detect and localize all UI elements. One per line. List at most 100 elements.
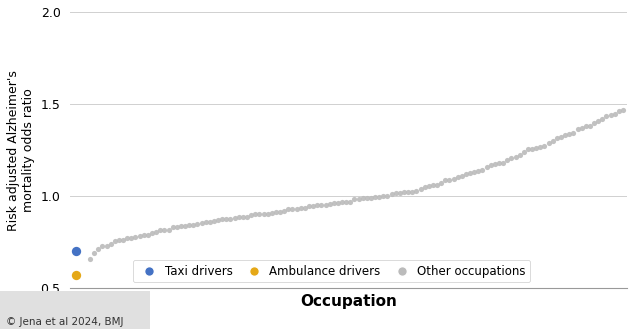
- Point: [118, 238, 128, 243]
- Point: [333, 200, 343, 205]
- Point: [300, 206, 310, 211]
- X-axis label: Occupation: Occupation: [300, 294, 397, 309]
- Point: [205, 219, 215, 224]
- Point: [366, 195, 376, 200]
- Point: [593, 119, 603, 124]
- Point: [320, 202, 330, 207]
- Point: [523, 147, 533, 152]
- Point: [378, 194, 389, 199]
- Point: [134, 234, 145, 239]
- Point: [167, 225, 178, 230]
- Point: [221, 216, 231, 222]
- Point: [556, 134, 566, 139]
- Point: [477, 168, 488, 173]
- Point: [188, 222, 198, 227]
- Point: [246, 213, 256, 218]
- Point: [192, 221, 202, 227]
- Point: [226, 216, 236, 221]
- Point: [411, 188, 422, 193]
- Point: [131, 234, 141, 239]
- Point: [564, 131, 574, 137]
- Point: [101, 243, 112, 248]
- Point: [382, 193, 392, 198]
- Point: [114, 238, 124, 243]
- Point: [448, 177, 458, 182]
- Point: [147, 230, 157, 235]
- Point: [354, 197, 364, 202]
- Point: [172, 224, 182, 230]
- Point: [610, 112, 620, 117]
- Point: [486, 163, 496, 168]
- Point: [98, 243, 108, 248]
- Point: [267, 211, 277, 216]
- Point: [428, 182, 438, 187]
- Point: [474, 168, 484, 173]
- Point: [85, 257, 95, 262]
- Point: [308, 203, 318, 209]
- Point: [510, 154, 521, 160]
- Point: [602, 114, 612, 119]
- Point: [507, 156, 517, 161]
- Point: [531, 145, 541, 150]
- Point: [482, 164, 492, 169]
- Point: [110, 238, 120, 243]
- Point: [341, 200, 351, 205]
- Point: [573, 126, 583, 132]
- Point: [159, 228, 169, 233]
- Point: [407, 189, 417, 194]
- Point: [209, 219, 219, 224]
- Point: [395, 190, 405, 195]
- Point: [70, 272, 81, 277]
- Point: [197, 220, 207, 225]
- Point: [122, 235, 133, 240]
- Point: [238, 215, 248, 220]
- Point: [283, 207, 294, 212]
- Point: [292, 206, 302, 211]
- Point: [581, 123, 591, 128]
- Point: [374, 194, 384, 200]
- Point: [552, 135, 562, 140]
- Point: [275, 209, 285, 214]
- Y-axis label: Risk adjusted Alzheimer's
mortality odds ratio: Risk adjusted Alzheimer's mortality odds…: [7, 70, 35, 231]
- Point: [403, 189, 413, 194]
- Point: [370, 195, 380, 200]
- Point: [70, 248, 81, 253]
- Point: [444, 177, 455, 182]
- Point: [93, 246, 103, 252]
- Point: [527, 146, 537, 152]
- Point: [213, 217, 223, 223]
- Point: [325, 201, 335, 206]
- Point: [271, 210, 281, 215]
- Point: [424, 183, 434, 188]
- Point: [420, 184, 430, 190]
- Point: [387, 192, 397, 197]
- Point: [346, 200, 356, 205]
- Text: © Jena et al 2024, BMJ: © Jena et al 2024, BMJ: [6, 317, 124, 327]
- Point: [432, 182, 442, 187]
- Point: [106, 241, 116, 247]
- Point: [217, 217, 228, 222]
- Point: [337, 200, 347, 205]
- Point: [585, 123, 595, 128]
- Point: [560, 133, 570, 138]
- Point: [568, 131, 578, 136]
- Point: [176, 224, 186, 229]
- Point: [242, 214, 252, 219]
- Point: [151, 230, 161, 235]
- Point: [279, 209, 289, 214]
- Point: [328, 201, 339, 206]
- Point: [362, 195, 372, 201]
- Point: [618, 108, 628, 113]
- Point: [515, 152, 525, 157]
- Point: [164, 227, 174, 233]
- Point: [461, 171, 471, 176]
- Legend: Taxi drivers, Ambulance drivers, Other occupations: Taxi drivers, Ambulance drivers, Other o…: [133, 260, 530, 282]
- Point: [498, 160, 508, 165]
- Point: [456, 173, 467, 178]
- Point: [548, 138, 558, 143]
- Point: [234, 215, 244, 220]
- Point: [358, 196, 368, 201]
- Point: [184, 223, 194, 228]
- Point: [262, 211, 273, 216]
- Point: [543, 140, 553, 145]
